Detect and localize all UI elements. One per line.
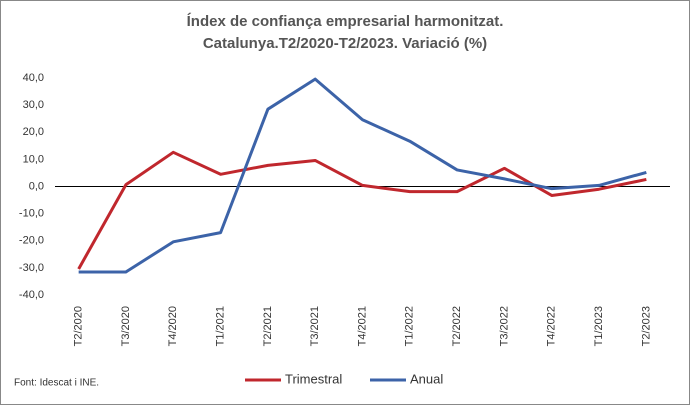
y-tick-label: -30,0 [19, 262, 44, 274]
legend-label: Trimestral [285, 371, 342, 386]
x-tick-label: T4/2021 [356, 306, 368, 346]
chart-title: Índex de confiança empresarial harmonitz… [187, 13, 504, 30]
y-tick-label: 20,0 [23, 126, 44, 138]
y-tick-label: 0,0 [29, 180, 44, 192]
x-tick-label: T2/2020 [73, 306, 85, 346]
x-tick-label: T3/2021 [309, 306, 321, 346]
line-series [78, 77, 647, 274]
x-tick-label: T3/2022 [498, 306, 510, 346]
legend-label: Anual [410, 371, 443, 386]
y-tick-label: 30,0 [23, 99, 44, 111]
x-tick-label: T3/2020 [120, 306, 132, 346]
x-tick-label: T1/2022 [404, 306, 416, 346]
y-tick-label: 40,0 [23, 72, 44, 84]
y-tick-label: -40,0 [19, 289, 44, 301]
x-tick-label: T4/2020 [167, 306, 179, 346]
line-series [77, 150, 647, 270]
y-tick-label: 10,0 [23, 153, 44, 165]
x-tick-label: T1/2023 [593, 306, 605, 346]
y-tick-label: -20,0 [19, 235, 44, 247]
x-tick-label: T1/2021 [214, 306, 226, 346]
x-tick-label: T2/2022 [451, 306, 463, 346]
x-tick-label: T2/2023 [640, 306, 652, 346]
x-tick-label: T4/2022 [546, 306, 558, 346]
x-tick-label: T2/2021 [262, 306, 274, 346]
source-note: Font: Idescat i INE. [14, 378, 99, 389]
y-tick-label: -10,0 [19, 208, 44, 220]
chart-subtitle: Catalunya.T2/2020-T2/2023. Variació (%) [203, 35, 487, 52]
